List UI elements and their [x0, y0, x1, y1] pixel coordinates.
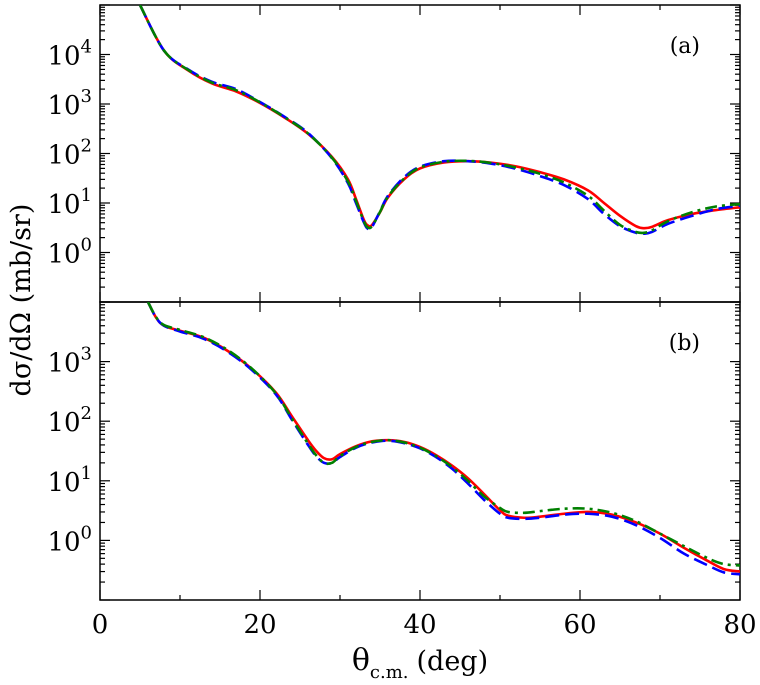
axis-ticks — [99, 4, 741, 303]
series-line-dashdot — [138, 5, 740, 235]
y-axis-title: dσ/dΩ (mb/sr) — [6, 204, 37, 397]
series-line-solid — [138, 5, 740, 230]
x-tick-label: 20 — [243, 610, 276, 640]
x-tick-label: 60 — [563, 610, 596, 640]
series-group — [138, 5, 740, 236]
x-axis-title: θc.m. (deg) — [352, 643, 488, 683]
plot-frame — [99, 301, 741, 601]
y-tick-label: 101 — [47, 185, 92, 220]
x-tick-label: 40 — [403, 610, 436, 640]
y-tick-label: 101 — [47, 463, 92, 498]
y-tick-label: 103 — [47, 86, 92, 121]
panel-b: 100 101 102 103 0 20 40 60 80 (b) — [47, 301, 757, 640]
y-tick-label: 102 — [47, 403, 92, 438]
series-line-solid — [146, 302, 740, 573]
series-group — [146, 302, 740, 576]
panel-label: (b) — [669, 331, 700, 356]
x-tick-label: 0 — [92, 610, 109, 640]
y-tick-label: 100 — [47, 235, 92, 270]
series-line-dashed — [138, 5, 740, 236]
y-tick-label: 102 — [47, 136, 92, 171]
y-tick-label: 103 — [47, 344, 92, 379]
x-tick-label: 80 — [723, 610, 756, 640]
panel-a: 100 101 102 103 104 (a) — [47, 4, 741, 303]
x-axis-title-unit: (deg) — [417, 646, 489, 677]
x-axis-title-subscript: c.m. — [370, 662, 409, 683]
y-tick-label: 104 — [47, 37, 92, 72]
y-tick-label: 100 — [47, 522, 92, 557]
axis-ticks — [99, 301, 741, 601]
plot-frame — [99, 4, 741, 303]
panel-label: (a) — [670, 34, 700, 59]
series-line-dashed — [146, 302, 740, 576]
x-axis-title-symbol: θ — [352, 643, 370, 678]
series-line-dashdot — [146, 302, 740, 567]
